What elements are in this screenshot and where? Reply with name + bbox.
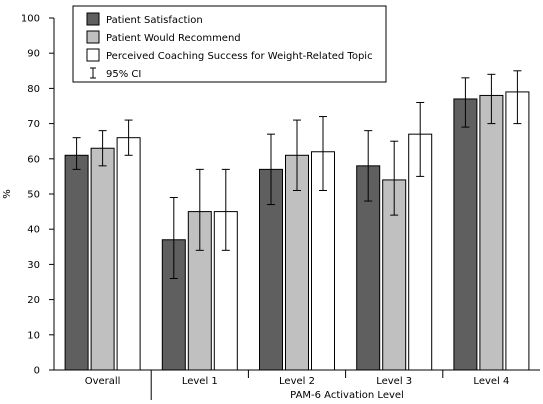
y-tick-label: 40 bbox=[27, 225, 40, 236]
x-tick-label: Level 4 bbox=[473, 376, 509, 387]
bar bbox=[453, 98, 478, 371]
legend-swatch bbox=[86, 30, 100, 44]
legend-label: Patient Satisfaction bbox=[106, 15, 203, 26]
y-tick-label: 0 bbox=[34, 366, 40, 377]
legend-swatch bbox=[86, 48, 100, 62]
legend-label: Patient Would Recommend bbox=[106, 33, 241, 44]
legend-swatch bbox=[86, 12, 100, 26]
y-tick-label: 10 bbox=[27, 330, 40, 341]
bar-group bbox=[64, 91, 530, 371]
bar bbox=[90, 147, 115, 371]
y-tick-label: 100 bbox=[21, 14, 40, 25]
bar bbox=[116, 137, 141, 371]
bar bbox=[505, 91, 530, 371]
x-tick-label: Overall bbox=[85, 376, 121, 387]
legend: Patient Satisfaction Patient Would Recomm… bbox=[72, 5, 387, 83]
x-axis: Overall Level 1 Level 2 Level 3 Level 4 bbox=[54, 369, 540, 400]
x-axis-title: PAM-6 Activation Level bbox=[290, 390, 404, 401]
legend-box bbox=[72, 5, 387, 83]
y-tick-label: 80 bbox=[27, 84, 40, 95]
x-tick-label: Level 2 bbox=[279, 376, 315, 387]
error-bar-group bbox=[72, 70, 522, 279]
y-tick-label: 30 bbox=[27, 260, 40, 271]
legend-label: Perceived Coaching Success for Weight-Re… bbox=[106, 51, 373, 62]
y-axis-title: % bbox=[2, 189, 13, 199]
y-tick-label: 20 bbox=[27, 295, 40, 306]
y-tick-label: 90 bbox=[27, 49, 40, 60]
bar bbox=[479, 94, 504, 371]
y-tick-label: 60 bbox=[27, 154, 40, 165]
bar bbox=[64, 154, 89, 371]
x-tick-label: Level 1 bbox=[182, 376, 218, 387]
y-tick-label: 70 bbox=[27, 119, 40, 130]
y-axis: 0 10 20 30 40 50 60 70 80 90 100 bbox=[21, 14, 55, 377]
legend-ci-label: 95% CI bbox=[106, 69, 141, 80]
x-tick-label: Level 3 bbox=[376, 376, 412, 387]
y-tick-label: 50 bbox=[27, 190, 40, 201]
